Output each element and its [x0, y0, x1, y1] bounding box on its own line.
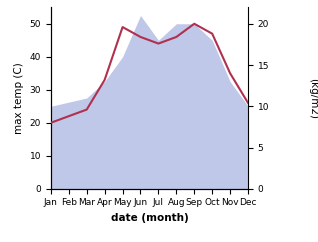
X-axis label: date (month): date (month)	[111, 213, 188, 223]
Y-axis label: max temp (C): max temp (C)	[14, 62, 24, 134]
Y-axis label: med. precipitation
(kg/m2): med. precipitation (kg/m2)	[308, 50, 318, 146]
